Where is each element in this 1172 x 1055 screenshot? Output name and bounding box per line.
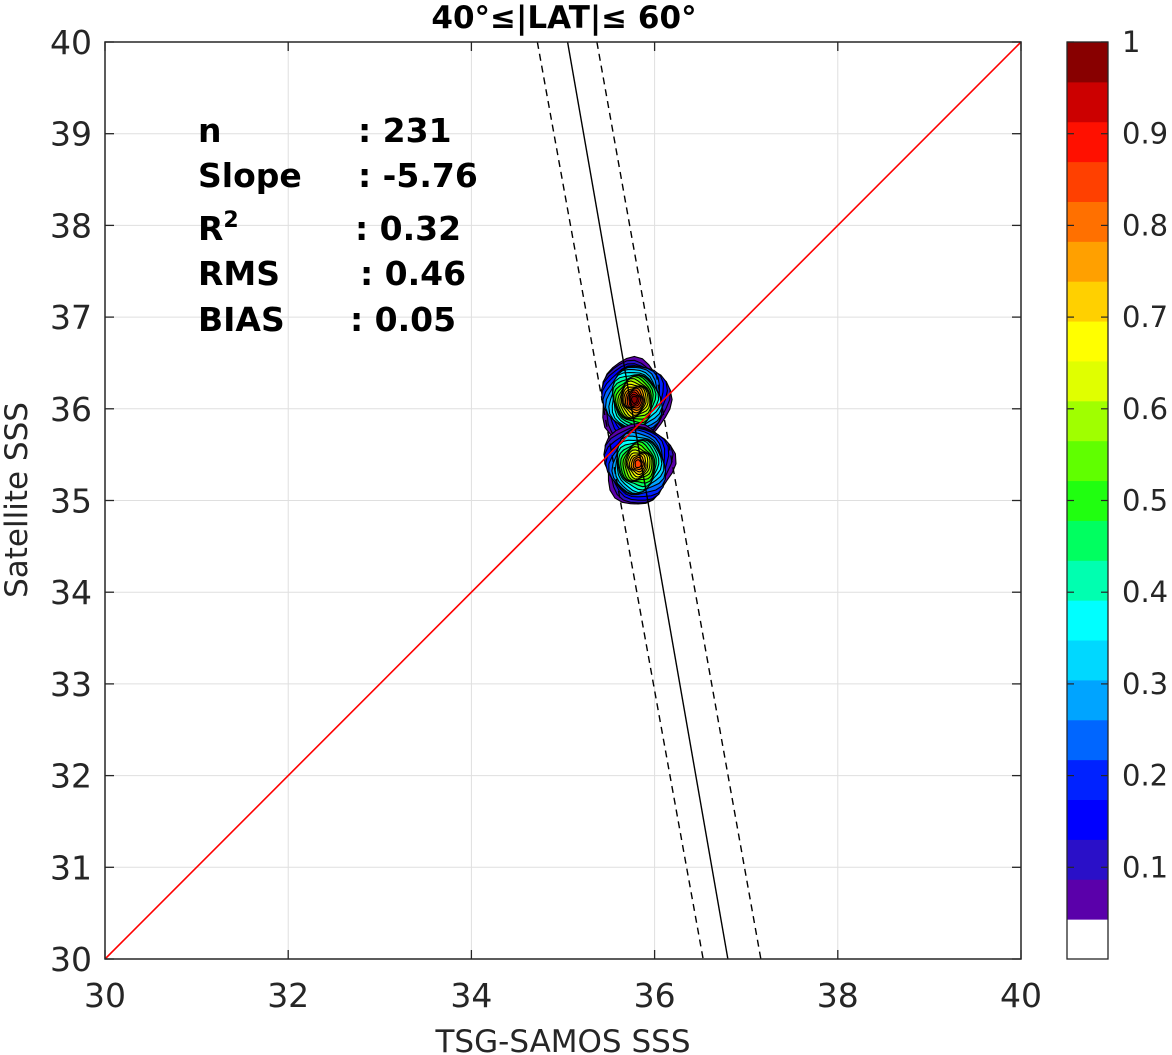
density-contours: [600, 355, 677, 505]
colorbar-tick-label: 0.3: [1122, 667, 1168, 701]
colorbar-tick-label: 0.1: [1122, 850, 1168, 884]
one-to-one-line: [104, 41, 1022, 960]
colorbar-tick-label: 0.8: [1122, 208, 1168, 242]
contour-level: [630, 395, 638, 404]
y-axis-label: Satellite SSS: [0, 402, 35, 598]
colorbar-segment: [1067, 201, 1108, 242]
colorbar: 0.1 0.2 0.3 0.4 0.5 0.6 0.7 0.8 0.9 1: [1066, 25, 1168, 960]
colorbar-segment: [1067, 759, 1108, 801]
y-axis: 30 31 32 33 34 35 36 37 38 39 40: [50, 23, 1021, 979]
y-tick-label: 30: [50, 940, 92, 979]
colorbar-segment: [1067, 600, 1108, 641]
x-tick-label: 34: [450, 976, 492, 1015]
colorbar-segment: [1067, 640, 1108, 681]
colorbar-segment: [1067, 241, 1108, 282]
colorbar-tick-label: 0.4: [1122, 575, 1168, 609]
colorbar-tick-label: 0.9: [1122, 117, 1168, 151]
y-tick-label: 32: [50, 757, 92, 796]
y-tick-label: 34: [50, 573, 92, 612]
y-tick-label: 40: [50, 23, 92, 62]
colorbar-segment: [1067, 560, 1108, 601]
y-tick-label: 36: [50, 390, 92, 429]
grid: [104, 41, 1022, 960]
stat-value: : 231: [358, 111, 452, 150]
y-tick-label: 35: [50, 482, 92, 521]
colorbar-segment: [1067, 321, 1108, 362]
colorbar-tick-label: 1: [1122, 25, 1140, 59]
colorbar-tick-label: 0.7: [1122, 300, 1168, 334]
x-tick-label: 40: [1000, 976, 1042, 1015]
colorbar-segment: [1067, 360, 1108, 402]
colorbar-segment: [1067, 839, 1108, 880]
colorbar-segment: [1067, 400, 1108, 442]
contour-level: [634, 459, 643, 469]
colorbar-segment: [1067, 879, 1108, 920]
colorbar-segment: [1067, 799, 1108, 840]
colorbar-tick-label: 0.6: [1122, 392, 1168, 426]
x-axis: 30 32 34 36 38 40: [84, 42, 1042, 1015]
colorbar-segment: [1067, 520, 1108, 561]
colorbar-segment: [1067, 919, 1108, 960]
stat-name: n: [198, 111, 222, 150]
stat-name: BIAS: [198, 300, 285, 339]
chart-title: 40°≤|LAT|≤ 60°: [431, 0, 696, 36]
stat-value: : 0.05: [350, 300, 456, 339]
y-tick-label: 33: [50, 665, 92, 704]
y-tick-label: 31: [50, 848, 92, 887]
colorbar-segment: [1067, 281, 1108, 322]
x-tick-label: 30: [84, 976, 126, 1015]
colorbar-segment: [1067, 719, 1108, 761]
colorbar-segment: [1067, 42, 1108, 83]
colorbar-segment: [1067, 440, 1108, 482]
stat-name: Slope: [198, 156, 302, 195]
stat-value: : 0.32: [355, 209, 461, 248]
colorbar-tick-label: 0.2: [1122, 759, 1168, 793]
y-tick-label: 37: [50, 298, 92, 337]
colorbar-segment: [1067, 81, 1108, 123]
x-tick-label: 32: [267, 976, 309, 1015]
x-tick-label: 38: [817, 976, 859, 1015]
colorbar-tick-label: 0.5: [1122, 484, 1168, 518]
x-tick-label: 36: [634, 976, 676, 1015]
stat-value: : 0.46: [360, 254, 466, 293]
x-axis-label: TSG-SAMOS SSS: [435, 1024, 691, 1055]
colorbar-segment: [1067, 121, 1108, 163]
stat-name: RMS: [198, 254, 280, 293]
y-tick-label: 38: [50, 206, 92, 245]
fit-line: [566, 41, 729, 960]
stat-value: : -5.76: [358, 156, 478, 195]
colorbar-segment: [1067, 679, 1108, 721]
colorbar-segment: [1067, 161, 1108, 202]
y-tick-label: 39: [50, 115, 92, 154]
